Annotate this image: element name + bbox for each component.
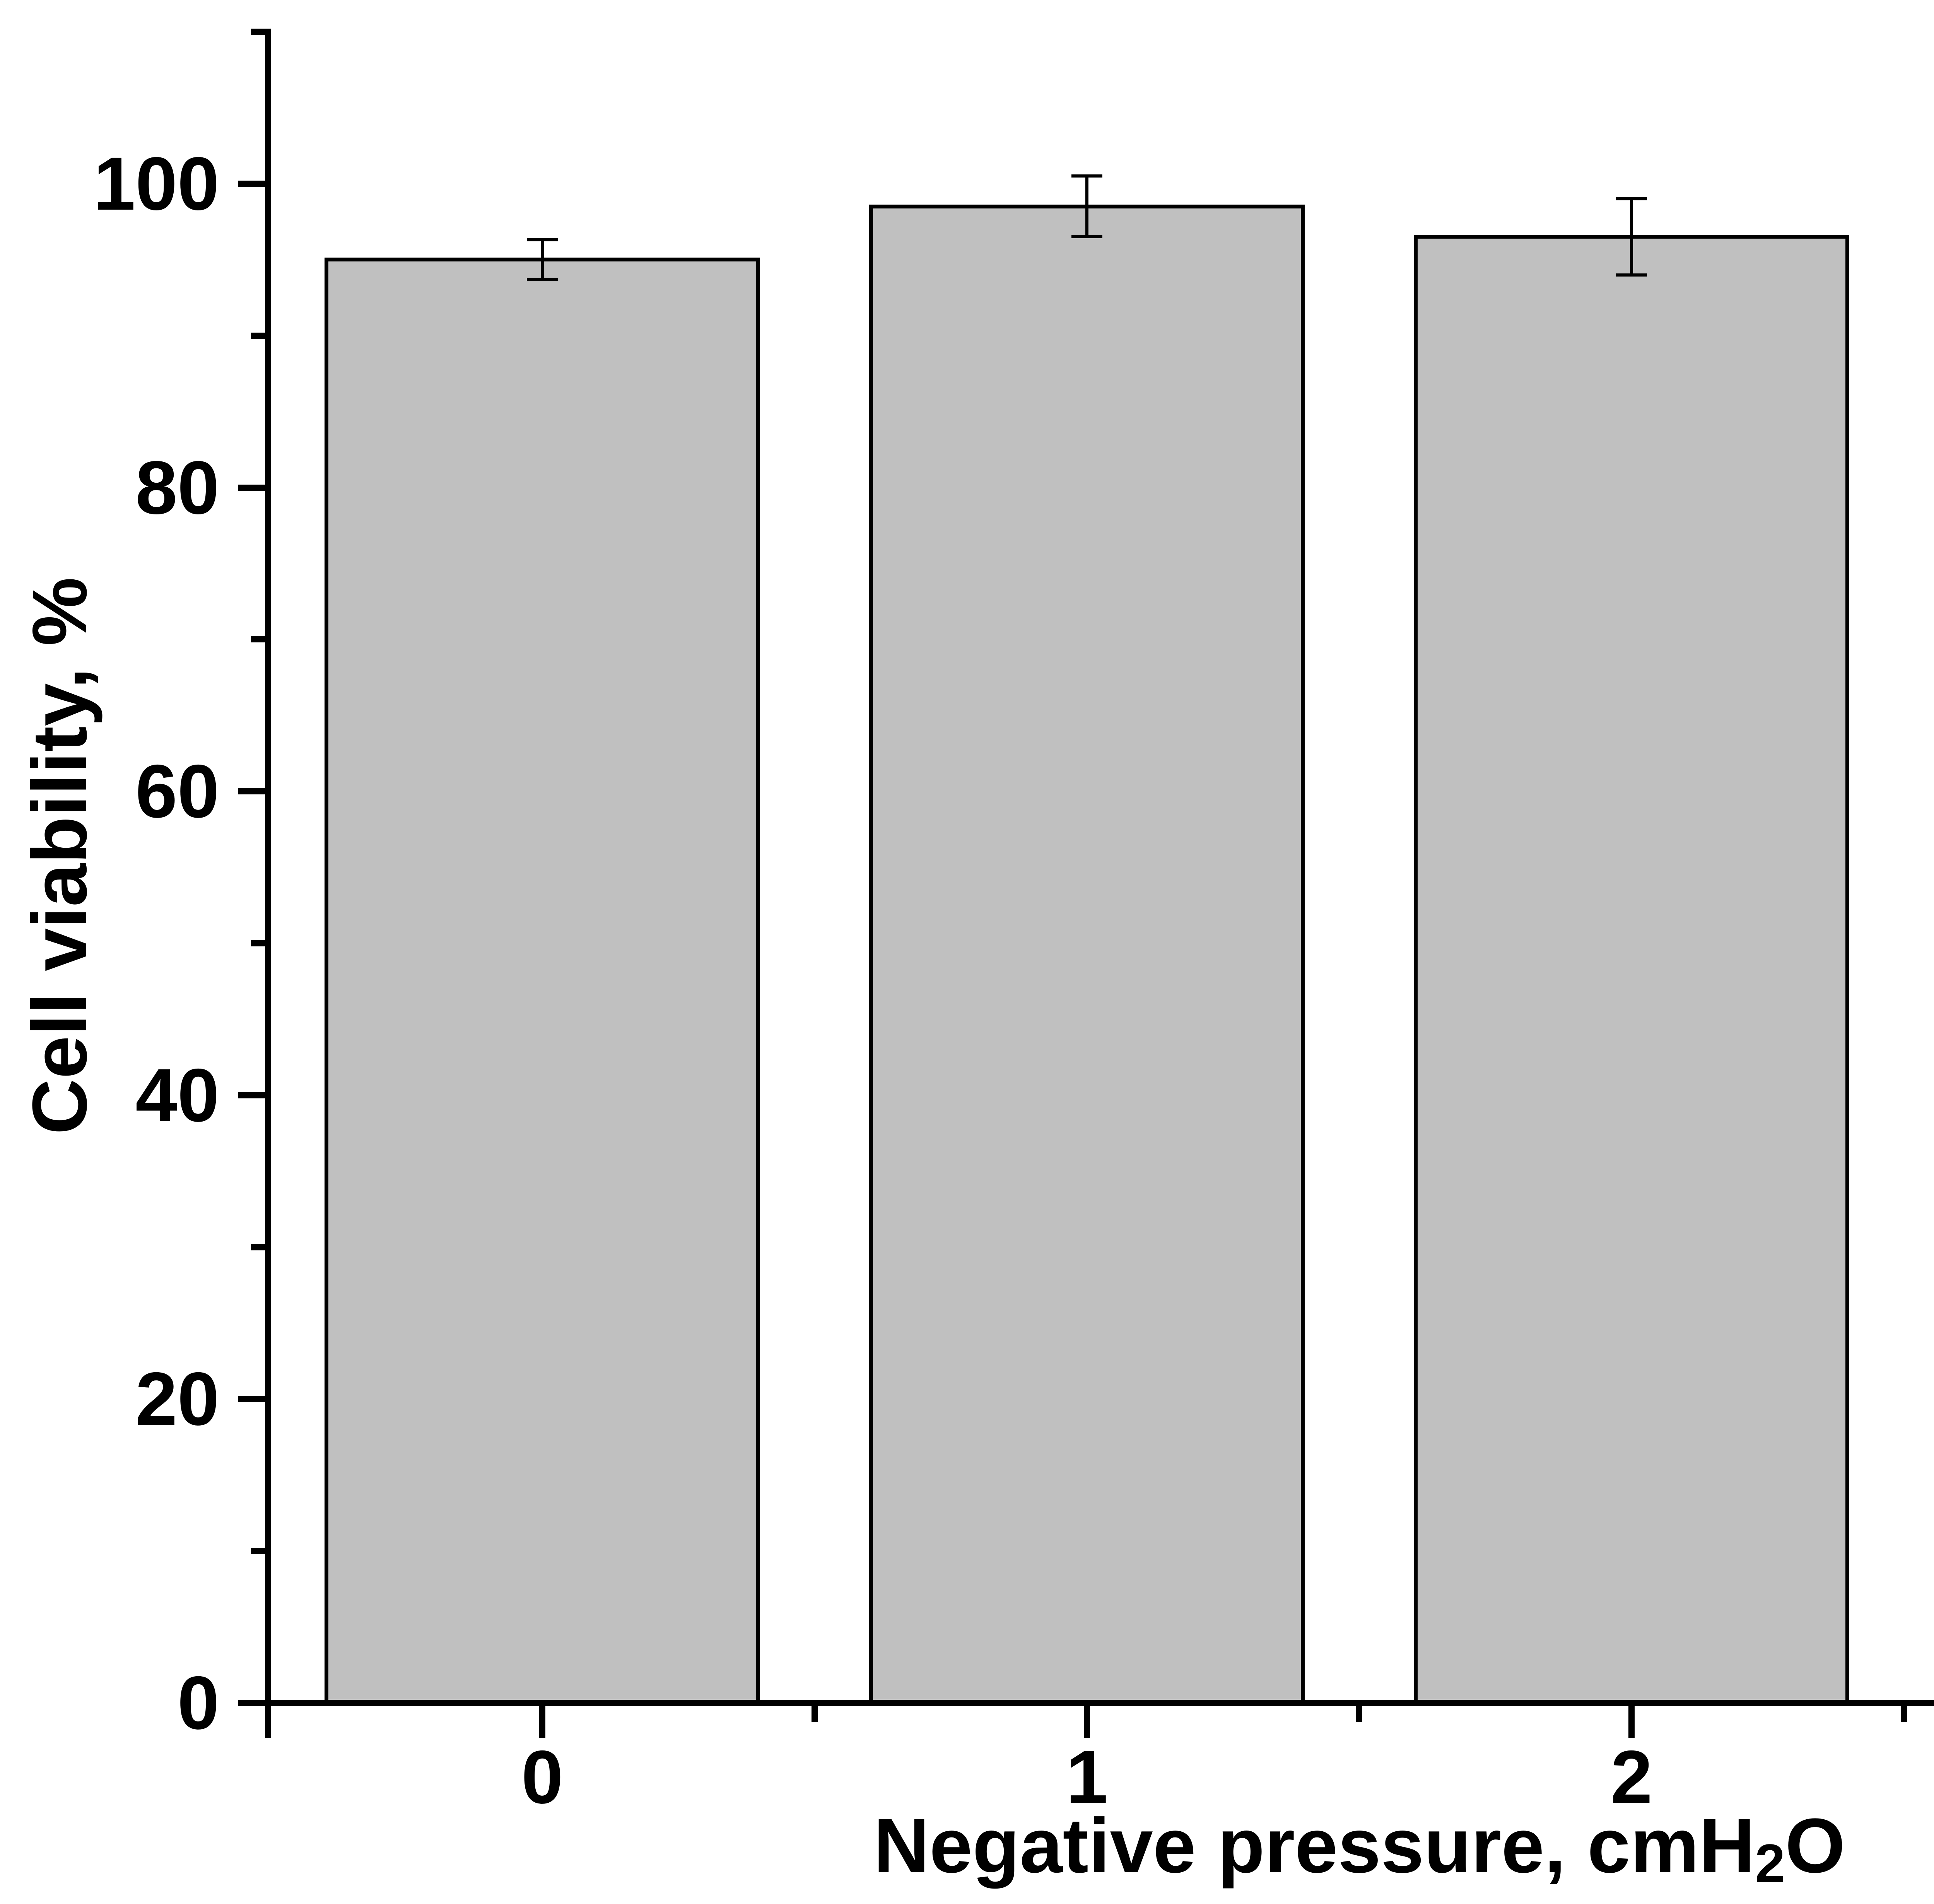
error-bar-stem [1085, 176, 1088, 237]
y-minor-tick [251, 1244, 271, 1250]
x-major-tick [1628, 1700, 1635, 1738]
bar [325, 258, 760, 1706]
y-tick-label: 100 [93, 142, 219, 226]
y-tick-label: 60 [135, 749, 219, 834]
y-axis-title: Cell viability, % [17, 577, 103, 1135]
error-bar-top-cap [1616, 197, 1647, 201]
x-tick-label: 0 [521, 1735, 564, 1819]
bar [869, 204, 1305, 1706]
error-bar-stem [541, 240, 544, 280]
x-major-tick [539, 1700, 545, 1738]
error-bar-top-cap [527, 238, 558, 242]
y-minor-tick [251, 636, 271, 643]
y-major-tick [238, 181, 271, 187]
error-bar-top-cap [1071, 174, 1102, 178]
y-major-tick [238, 1700, 271, 1706]
y-tick-label: 40 [135, 1053, 219, 1137]
error-bar-bottom-cap [1616, 273, 1647, 277]
x-minor-tick [812, 1700, 818, 1722]
x-minor-tick [1356, 1700, 1362, 1722]
x-tick-label: 2 [1610, 1735, 1653, 1819]
x-axis-title-text: Negative pressure, cmH [873, 1803, 1755, 1889]
error-bar-bottom-cap [527, 278, 558, 281]
y-minor-tick [251, 332, 271, 339]
y-tick-label: 80 [135, 445, 219, 530]
y-minor-tick [251, 29, 271, 35]
y-major-tick [238, 1396, 271, 1402]
x-minor-tick [1901, 1700, 1907, 1722]
y-tick-label: 20 [135, 1357, 219, 1441]
x-axis-title-subscript: 2 [1755, 1833, 1785, 1894]
y-major-tick [238, 484, 271, 491]
y-tick-label: 0 [177, 1661, 219, 1745]
error-bar-bottom-cap [1071, 235, 1102, 239]
x-axis-line [265, 1700, 1934, 1706]
error-bar-stem [1630, 199, 1633, 275]
y-minor-tick [251, 940, 271, 946]
x-axis-title: Negative pressure, cmH2O [265, 1803, 1934, 1890]
x-tick-label: 1 [1066, 1735, 1108, 1819]
y-major-tick [238, 1092, 271, 1098]
x-axis-title-suffix: O [1785, 1803, 1845, 1889]
y-major-tick [238, 788, 271, 795]
x-major-tick [1084, 1700, 1090, 1738]
y-minor-tick [251, 1548, 271, 1554]
bar [1414, 235, 1849, 1706]
y-axis-line [265, 29, 271, 1738]
